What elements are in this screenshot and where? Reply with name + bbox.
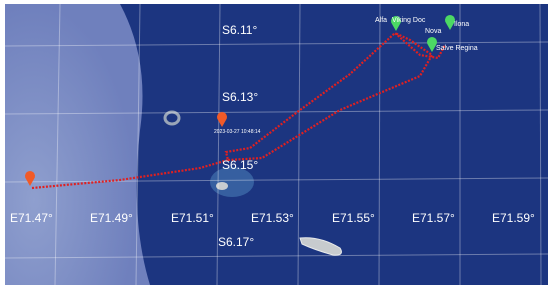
longitude-label: E71.55° [332,211,375,225]
longitude-label: E71.49° [90,211,133,225]
latitude-label: S6.13° [222,90,258,104]
latitude-label: S6.17° [218,235,254,249]
longitude-label: E71.51° [171,211,214,225]
longitude-label: E71.47° [10,211,53,225]
page: Alfa Viking Doc Ilona Nova Salve Regina … [0,0,553,291]
marker-label: Salve Regina [436,45,478,52]
longitude-label: E71.57° [412,211,455,225]
marker-label: Alfa [375,17,387,24]
marker-label: Nova [425,28,441,35]
map-view: Alfa Viking Doc Ilona Nova Salve Regina … [0,0,553,291]
latitude-label: S6.11° [222,23,257,37]
marker-label: 2023-03-27 10:48:14 [214,129,261,135]
marker-label: Viking Doc [392,17,426,24]
marker-label: Ilona [454,21,469,28]
longitude-label: E71.59° [492,211,535,225]
longitude-label: E71.53° [251,211,294,225]
latitude-label: S6.15° [222,158,258,172]
